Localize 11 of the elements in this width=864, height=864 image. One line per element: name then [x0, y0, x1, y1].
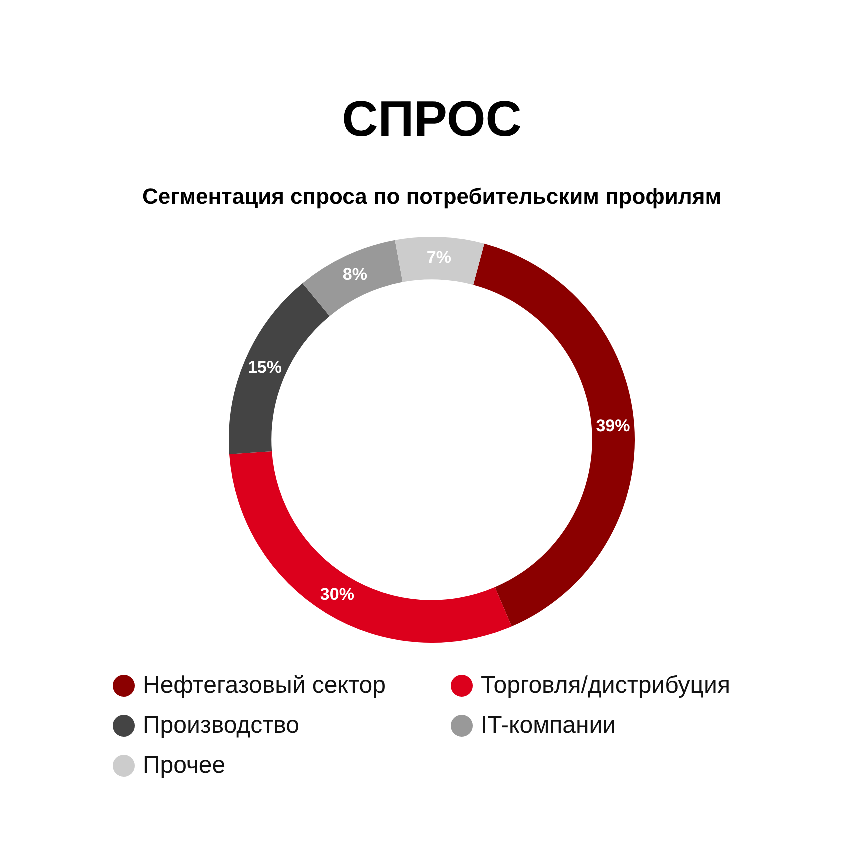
data-label: 15%: [248, 358, 282, 378]
legend-label: Нефтегазовый сектор: [143, 672, 386, 700]
data-label: 30%: [320, 584, 354, 604]
data-label: 39%: [596, 416, 630, 436]
data-label: 8%: [342, 265, 368, 284]
legend-label: IT-компании: [481, 712, 616, 740]
legend-label: Торговля/дистрибуция: [481, 672, 730, 700]
legend-label: Прочее: [143, 752, 226, 780]
chart-title: СПРОС: [341, 90, 523, 148]
chart-subtitle: Сегментация спроса по потребительским профилям: [141, 184, 723, 210]
legend-label: Производство: [143, 712, 300, 740]
